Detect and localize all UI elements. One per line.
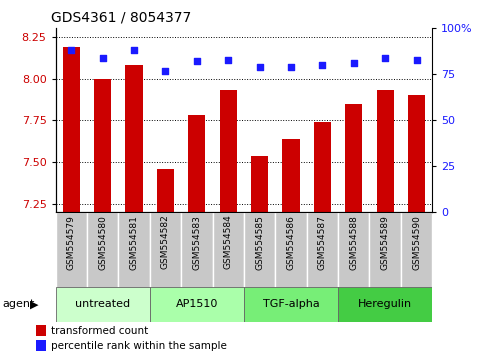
Point (287, 64, 295, 70)
Text: GSM554587: GSM554587 (318, 215, 327, 269)
Bar (126, 65, 142, 212)
Point (319, 62, 327, 68)
Text: GSM554579: GSM554579 (67, 215, 76, 269)
Bar (314, 122, 331, 212)
Bar (56, 212, 87, 289)
Point (99, 55, 107, 61)
Text: GSM554581: GSM554581 (129, 215, 139, 269)
Point (382, 55, 389, 61)
Text: Heregulin: Heregulin (358, 299, 412, 309)
Bar (157, 169, 174, 212)
Text: GSM554584: GSM554584 (224, 215, 233, 269)
Bar (150, 212, 181, 289)
Bar (345, 104, 362, 212)
Text: GSM554580: GSM554580 (98, 215, 107, 269)
Text: GDS4361 / 8054377: GDS4361 / 8054377 (51, 11, 191, 25)
Text: GSM554585: GSM554585 (255, 215, 264, 269)
Bar (244, 287, 338, 322)
Point (350, 61, 357, 66)
Text: untreated: untreated (75, 299, 130, 309)
Bar (36, 325, 46, 336)
Point (161, 68, 170, 74)
Bar (87, 212, 118, 289)
Text: transformed count: transformed count (51, 326, 148, 336)
Text: GSM554582: GSM554582 (161, 215, 170, 269)
Bar (369, 212, 401, 289)
Text: GSM554589: GSM554589 (381, 215, 390, 269)
Bar (251, 155, 268, 212)
Bar (401, 212, 432, 289)
Bar (338, 212, 369, 289)
Bar (377, 90, 394, 212)
Text: ▶: ▶ (30, 299, 39, 309)
Bar (188, 115, 205, 212)
Bar (307, 212, 338, 289)
Bar (181, 212, 213, 289)
Bar (338, 287, 432, 322)
Bar (275, 212, 307, 289)
Point (193, 59, 201, 64)
Text: GSM554586: GSM554586 (286, 215, 296, 269)
Bar (283, 139, 299, 212)
Bar (408, 95, 425, 212)
Bar (118, 212, 150, 289)
Bar (36, 341, 46, 351)
Point (412, 57, 420, 62)
Bar (213, 212, 244, 289)
Bar (220, 90, 237, 212)
Point (68, 47, 75, 53)
Bar (94, 79, 111, 212)
Point (130, 47, 138, 53)
Bar (244, 212, 275, 289)
Text: TGF-alpha: TGF-alpha (263, 299, 319, 309)
Text: agent: agent (2, 299, 35, 309)
Bar (56, 287, 150, 322)
Text: GSM554588: GSM554588 (349, 215, 358, 269)
Bar (150, 287, 244, 322)
Text: GSM554583: GSM554583 (192, 215, 201, 269)
Text: percentile rank within the sample: percentile rank within the sample (51, 341, 227, 351)
Text: AP1510: AP1510 (176, 299, 218, 309)
Point (224, 57, 232, 62)
Point (256, 64, 264, 70)
Bar (63, 47, 80, 212)
Text: GSM554590: GSM554590 (412, 215, 421, 269)
